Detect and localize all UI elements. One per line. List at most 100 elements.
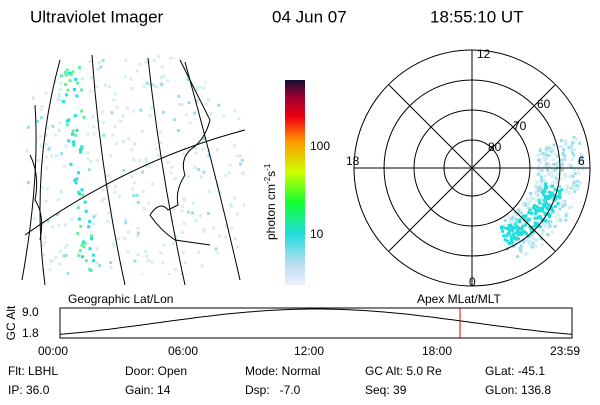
speckle bbox=[132, 194, 136, 198]
speckle bbox=[539, 187, 543, 191]
polar-label: 0 bbox=[469, 275, 476, 289]
speckle bbox=[79, 224, 83, 228]
speckle bbox=[172, 118, 176, 122]
speckle bbox=[200, 264, 204, 268]
speckle bbox=[84, 209, 88, 213]
speckle bbox=[204, 79, 208, 83]
speckle bbox=[516, 255, 520, 259]
speckle bbox=[44, 200, 48, 204]
speckle bbox=[62, 100, 66, 104]
polar-label: 12 bbox=[477, 47, 491, 61]
speckle bbox=[530, 211, 534, 215]
speckle bbox=[513, 235, 517, 239]
speckle bbox=[157, 153, 161, 157]
speckle bbox=[95, 261, 99, 265]
speckle bbox=[194, 151, 198, 155]
speckle bbox=[521, 231, 525, 235]
speckle bbox=[547, 153, 551, 157]
speckle bbox=[542, 155, 546, 159]
speckle bbox=[76, 190, 80, 194]
speckle bbox=[129, 77, 133, 81]
speckle bbox=[534, 192, 538, 196]
speckle bbox=[166, 79, 170, 83]
speckle bbox=[136, 253, 140, 257]
speckle bbox=[563, 173, 567, 177]
speckle bbox=[111, 241, 115, 245]
speckle bbox=[552, 180, 556, 184]
speckle bbox=[195, 99, 199, 103]
speckle bbox=[199, 175, 203, 179]
speckle bbox=[217, 103, 221, 107]
speckle bbox=[544, 194, 548, 198]
speckle bbox=[554, 197, 558, 201]
speckle bbox=[567, 146, 571, 150]
speckle bbox=[577, 171, 581, 175]
speckle bbox=[569, 205, 573, 209]
speckle bbox=[76, 206, 80, 210]
speckle bbox=[25, 185, 29, 189]
speckle bbox=[529, 192, 533, 196]
speckle bbox=[57, 128, 61, 132]
speckle bbox=[100, 199, 104, 203]
speckle bbox=[182, 197, 186, 201]
speckle bbox=[556, 195, 560, 199]
speckle bbox=[57, 223, 61, 227]
speckle bbox=[74, 181, 78, 185]
speckle bbox=[571, 151, 575, 155]
speckle bbox=[72, 140, 76, 144]
speckle bbox=[560, 164, 564, 168]
speckle bbox=[89, 237, 93, 241]
speckle bbox=[66, 271, 70, 275]
speckle bbox=[548, 203, 552, 207]
speckle bbox=[88, 267, 92, 271]
speckle bbox=[67, 71, 71, 75]
speckle bbox=[241, 57, 245, 61]
speckle bbox=[102, 197, 106, 201]
speckle bbox=[75, 94, 79, 98]
speckle bbox=[180, 209, 184, 213]
speckle bbox=[73, 178, 77, 182]
speckle bbox=[150, 260, 154, 264]
speckle bbox=[58, 88, 62, 92]
speckle bbox=[507, 229, 511, 233]
speckle bbox=[186, 175, 190, 179]
speckle bbox=[198, 214, 202, 218]
speckle bbox=[567, 163, 571, 167]
speckle bbox=[562, 200, 566, 204]
speckle bbox=[557, 189, 561, 193]
date: 04 Jun 07 bbox=[272, 7, 347, 26]
speckle bbox=[545, 185, 549, 189]
speckle bbox=[517, 208, 521, 212]
alt-plot bbox=[59, 307, 573, 339]
speckle bbox=[58, 121, 62, 125]
speckle bbox=[136, 231, 140, 235]
speckle bbox=[64, 245, 68, 249]
speckle bbox=[539, 190, 543, 194]
speckle bbox=[84, 259, 88, 263]
speckle bbox=[516, 219, 520, 223]
speckle bbox=[161, 65, 165, 69]
speckle bbox=[225, 224, 229, 228]
speckle bbox=[177, 94, 181, 98]
speckle bbox=[161, 261, 165, 265]
speckle bbox=[161, 110, 165, 114]
speckle bbox=[544, 182, 548, 186]
speckle bbox=[524, 203, 528, 207]
speckle bbox=[521, 214, 525, 218]
speckle bbox=[136, 200, 140, 204]
speckle bbox=[579, 152, 583, 156]
polar-grid bbox=[353, 49, 591, 287]
speckle bbox=[544, 218, 548, 222]
speckle bbox=[66, 88, 70, 92]
speckle bbox=[79, 88, 83, 92]
speckle bbox=[503, 223, 507, 227]
speckle bbox=[145, 159, 149, 163]
speckle bbox=[244, 173, 245, 177]
speckle bbox=[556, 165, 560, 169]
speckle bbox=[106, 219, 110, 223]
speckle bbox=[577, 161, 581, 165]
speckle bbox=[224, 235, 228, 239]
speckle bbox=[142, 85, 146, 89]
speckle bbox=[501, 229, 505, 233]
speckle bbox=[505, 234, 509, 238]
